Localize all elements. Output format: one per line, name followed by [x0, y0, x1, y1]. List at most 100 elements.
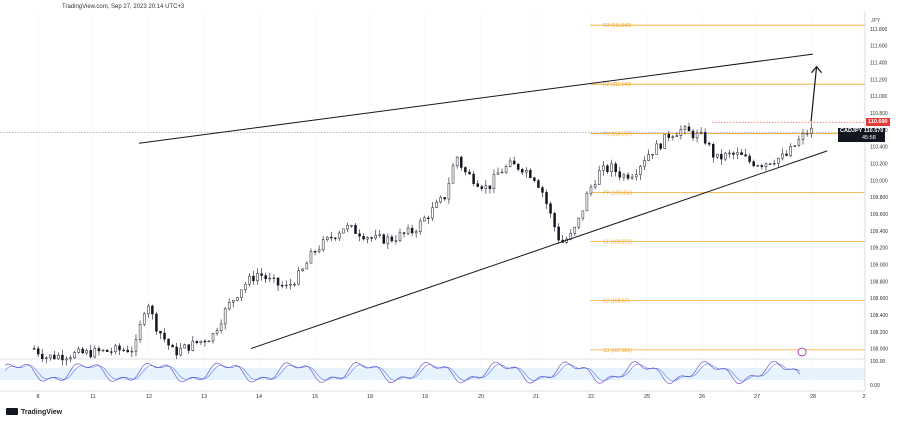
- candle-body: [760, 165, 764, 168]
- candle-body: [240, 289, 243, 298]
- candle-body: [809, 127, 813, 134]
- candle-body: [244, 283, 247, 291]
- candle-body: [183, 344, 186, 349]
- candle-body: [358, 233, 361, 237]
- candle-body: [744, 154, 747, 157]
- candle-body: [223, 308, 227, 325]
- candle-body: [500, 171, 504, 174]
- candle-body: [521, 169, 524, 173]
- candle-body: [163, 332, 166, 340]
- candle-body: [422, 217, 426, 222]
- candle-body: [211, 332, 215, 342]
- candle-body: [276, 277, 280, 286]
- candle-body: [187, 344, 191, 351]
- candle-body: [516, 163, 520, 170]
- candle-body: [801, 133, 805, 140]
- candle-body: [370, 237, 373, 239]
- arrow-head-icon: [811, 65, 823, 74]
- candle-body: [334, 237, 337, 240]
- candle-body: [45, 357, 48, 359]
- candle-body: [492, 174, 496, 189]
- candle-body: [720, 153, 723, 160]
- candle-body: [155, 313, 158, 332]
- rsi-tick-label: 100.00: [870, 359, 886, 365]
- pivot-label: PP (109.856): [603, 190, 633, 196]
- time-tick-label: 12: [146, 394, 152, 400]
- candle-body: [390, 236, 394, 242]
- candle-body: [711, 144, 715, 158]
- candle-body: [410, 227, 414, 234]
- pivot-label: S2 (108.57): [603, 299, 629, 305]
- candle-body: [606, 165, 609, 172]
- candle-body: [81, 348, 84, 354]
- time-tick-label: 8: [36, 394, 39, 400]
- candle-body: [508, 160, 512, 167]
- candle-body: [695, 132, 699, 139]
- rsi-band: [0, 368, 865, 380]
- candle-body: [272, 277, 276, 279]
- candle-body: [589, 186, 593, 194]
- price-tick-label: 109.600: [870, 212, 888, 218]
- candle-body: [342, 228, 345, 234]
- time-tick-label: 18: [367, 394, 373, 400]
- candle-body: [634, 174, 638, 178]
- candle-body: [167, 338, 170, 346]
- candle-body: [618, 171, 622, 178]
- candle-body: [53, 354, 56, 360]
- candle-body: [671, 136, 675, 138]
- price-tick-label: 110.800: [870, 111, 888, 117]
- candle-body: [175, 346, 178, 356]
- price-tick-label: 109.000: [870, 262, 888, 268]
- candle-body: [85, 350, 88, 354]
- price-tick-label: 111.200: [870, 77, 888, 83]
- candle-body: [293, 283, 296, 286]
- candle-body: [740, 152, 743, 155]
- candle-body: [309, 251, 313, 264]
- candle-body: [382, 234, 386, 244]
- time-tick-label: 2: [862, 394, 865, 400]
- candle-body: [77, 348, 80, 353]
- pivot-label: S3 (107.985): [603, 348, 632, 354]
- candle-body: [142, 313, 146, 325]
- candle-body: [805, 133, 809, 135]
- price-tick-label: 108.800: [870, 279, 888, 285]
- candle-body: [118, 345, 121, 351]
- candle-body: [651, 154, 654, 156]
- candle-body: [57, 354, 60, 360]
- candle-body: [687, 126, 691, 132]
- candle-body: [69, 357, 72, 360]
- candle-body: [585, 192, 589, 212]
- candle-body: [732, 152, 735, 155]
- candle-body: [476, 183, 479, 187]
- tradingview-logo[interactable]: TradingView: [6, 408, 62, 416]
- candle-body: [378, 234, 382, 236]
- candle-body: [61, 354, 64, 361]
- candle-body: [675, 135, 679, 137]
- candle-body: [781, 153, 784, 159]
- candle-body: [683, 126, 687, 130]
- time-tick-label: 21: [533, 394, 539, 400]
- candle-body: [280, 284, 284, 287]
- current-price: 110.570: [863, 128, 884, 135]
- pivot-label: R2 (111.142): [603, 82, 632, 88]
- candle-body: [622, 174, 626, 178]
- candle-body: [480, 186, 484, 189]
- time-tick-label: 25: [644, 394, 650, 400]
- candle-body: [464, 167, 467, 173]
- candle-body: [451, 165, 455, 184]
- candle-body: [443, 197, 447, 200]
- candle-body: [667, 133, 671, 138]
- candle-body: [114, 345, 117, 352]
- candle-body: [581, 210, 585, 219]
- candle-body: [659, 143, 662, 149]
- candle-body: [435, 201, 438, 208]
- candle-body: [602, 165, 605, 171]
- candle-body: [49, 354, 52, 359]
- candle-body: [394, 240, 398, 242]
- candle-body: [785, 153, 788, 156]
- candle-body: [301, 268, 304, 271]
- candle-body: [40, 353, 44, 359]
- candle-body: [728, 152, 731, 155]
- candle-body: [460, 156, 463, 168]
